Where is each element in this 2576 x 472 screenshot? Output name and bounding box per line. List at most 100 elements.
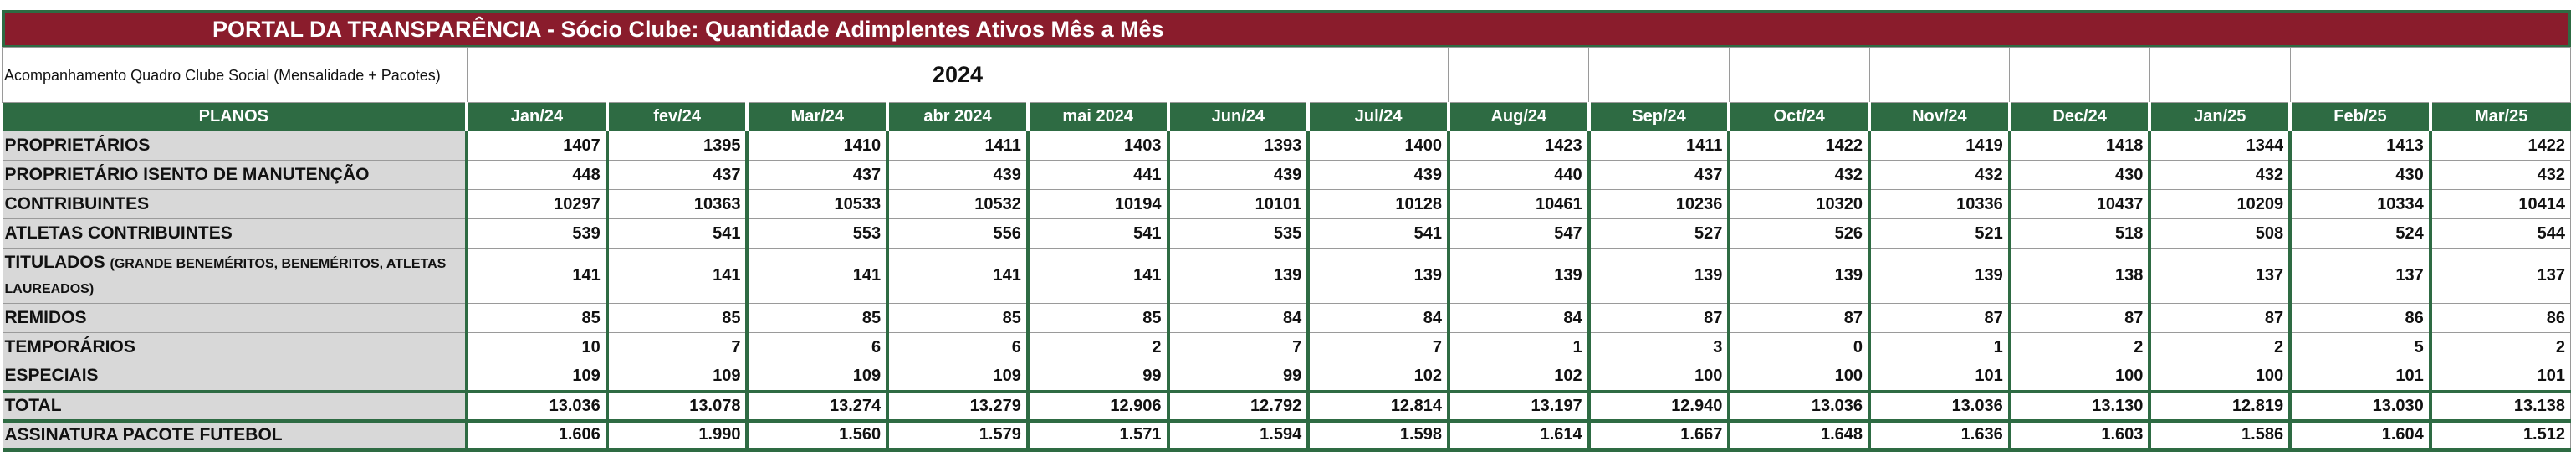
value-cell: 1.606 [465, 418, 608, 452]
table-row: TEMPORÁRIOS 10 7 6 6 2 7 7 1 3 0 1 2 2 5 2 [2, 332, 2571, 362]
value-cell: 87 [2148, 303, 2291, 333]
month-header-row: PLANOS Jan/24 fev/24 Mar/24 abr 2024 mai 202… [2, 102, 2571, 131]
value-cell: 100 [2148, 362, 2291, 392]
value-cell: 10128 [1306, 189, 1449, 219]
value-cell: 86 [2288, 303, 2431, 333]
value-cell: 13.279 [886, 389, 1029, 421]
value-cell: 439 [1306, 160, 1449, 190]
value-cell: 13.036 [1868, 389, 2011, 421]
value-cell: 430 [2007, 160, 2150, 190]
month-header: Jan/24 [465, 102, 607, 131]
value-cell: 87 [1868, 303, 2011, 333]
value-cell: 432 [2148, 160, 2291, 190]
value-cell: 1.560 [745, 418, 888, 452]
value-cell: 85 [745, 303, 888, 333]
value-cell: 10297 [465, 189, 608, 219]
value-cell: 10461 [1446, 189, 1590, 219]
data-body: PROPRIETÁRIOS 1407 1395 1410 1411 1403 1393 140… [2, 131, 2571, 452]
value-cell: 1.604 [2288, 418, 2431, 452]
table-row: REMIDOS 85 85 85 85 85 84 84 84 87 87 87 87 87 86 86 [2, 303, 2571, 333]
value-cell: 109 [745, 362, 888, 392]
value-cell: 137 [2148, 248, 2291, 304]
blank-header-cell [1728, 47, 1870, 103]
value-cell: 141 [886, 248, 1029, 304]
value-cell: 437 [1587, 160, 1730, 190]
value-cell: 1411 [886, 131, 1029, 161]
value-cell: 1418 [2007, 131, 2150, 161]
value-cell: 10437 [2007, 189, 2150, 219]
value-cell: 1407 [465, 131, 608, 161]
month-header: mai 2024 [1025, 102, 1168, 131]
value-cell: 524 [2288, 218, 2431, 249]
value-cell: 1.990 [605, 418, 748, 452]
value-cell: 439 [886, 160, 1029, 190]
value-cell: 13.274 [745, 389, 888, 421]
value-cell: 1422 [2428, 131, 2571, 161]
value-cell: 138 [2007, 248, 2150, 304]
row-label: ESPECIAIS [2, 362, 468, 392]
value-cell: 541 [1025, 218, 1169, 249]
value-cell: 541 [605, 218, 748, 249]
value-cell: 139 [1306, 248, 1449, 304]
value-cell: 1411 [1587, 131, 1730, 161]
value-cell: 0 [1727, 332, 1870, 362]
value-cell: 432 [1727, 160, 1870, 190]
value-cell: 7 [1166, 332, 1309, 362]
month-header: Mar/25 [2428, 102, 2571, 131]
value-cell: 85 [465, 303, 608, 333]
value-cell: 526 [1727, 218, 1870, 249]
value-cell: 1393 [1166, 131, 1309, 161]
month-header: Feb/25 [2288, 102, 2430, 131]
value-cell: 1419 [1868, 131, 2011, 161]
value-cell: 527 [1587, 218, 1730, 249]
value-cell: 541 [1306, 218, 1449, 249]
table-row: PROPRIETÁRIOS 1407 1395 1410 1411 1403 1393 140… [2, 131, 2571, 161]
plans-header: PLANOS [2, 102, 468, 131]
value-cell: 87 [2007, 303, 2150, 333]
row-label: ATLETAS CONTRIBUINTES [2, 218, 468, 249]
value-cell: 508 [2148, 218, 2291, 249]
month-header: Jan/25 [2148, 102, 2291, 131]
value-cell: 141 [465, 248, 608, 304]
row-label: TITULADOS (GRANDE BENEMÉRITOS, BENEMÉRIT… [2, 248, 468, 304]
table-row: ESPECIAIS 109 109 109 109 99 99 102 102 100 100 101… [2, 362, 2571, 392]
value-cell: 137 [2428, 248, 2571, 304]
value-cell: 7 [605, 332, 748, 362]
value-cell: 448 [465, 160, 608, 190]
value-cell: 13.036 [1727, 389, 1870, 421]
value-cell: 1 [1446, 332, 1590, 362]
value-cell: 439 [1166, 160, 1309, 190]
value-cell: 85 [1025, 303, 1169, 333]
row-label: TEMPORÁRIOS [2, 332, 468, 362]
row-label: REMIDOS [2, 303, 468, 333]
value-cell: 5 [2288, 332, 2431, 362]
row-label: PROPRIETÁRIO ISENTO DE MANUTENÇÃO [2, 160, 468, 190]
value-cell: 10101 [1166, 189, 1309, 219]
value-cell: 1.598 [1306, 418, 1449, 452]
value-cell: 109 [886, 362, 1029, 392]
value-cell: 3 [1587, 332, 1730, 362]
value-cell: 13.036 [465, 389, 608, 421]
value-cell: 10363 [605, 189, 748, 219]
value-cell: 1 [1868, 332, 2011, 362]
value-cell: 437 [605, 160, 748, 190]
value-cell: 109 [465, 362, 608, 392]
page-title: PORTAL DA TRANSPARÊNCIA - Sócio Clube: Q… [212, 16, 1164, 42]
value-cell: 13.197 [1446, 389, 1590, 421]
value-cell: 85 [605, 303, 748, 333]
value-cell: 85 [886, 303, 1029, 333]
month-header: fev/24 [605, 102, 748, 131]
value-cell: 2 [2007, 332, 2150, 362]
value-cell: 535 [1166, 218, 1309, 249]
value-cell: 10236 [1587, 189, 1730, 219]
transparency-sheet: PORTAL DA TRANSPARÊNCIA - Sócio Clube: Q… [2, 10, 2571, 452]
month-header: abr 2024 [886, 102, 1028, 131]
row-label: TOTAL [2, 389, 468, 421]
value-cell: 10414 [2428, 189, 2571, 219]
blank-header-cell [1868, 47, 2011, 103]
value-cell: 1.571 [1025, 418, 1169, 452]
value-cell: 440 [1446, 160, 1590, 190]
month-header: Aug/24 [1446, 102, 1589, 131]
value-cell: 10320 [1727, 189, 1870, 219]
value-cell: 12.792 [1166, 389, 1309, 421]
